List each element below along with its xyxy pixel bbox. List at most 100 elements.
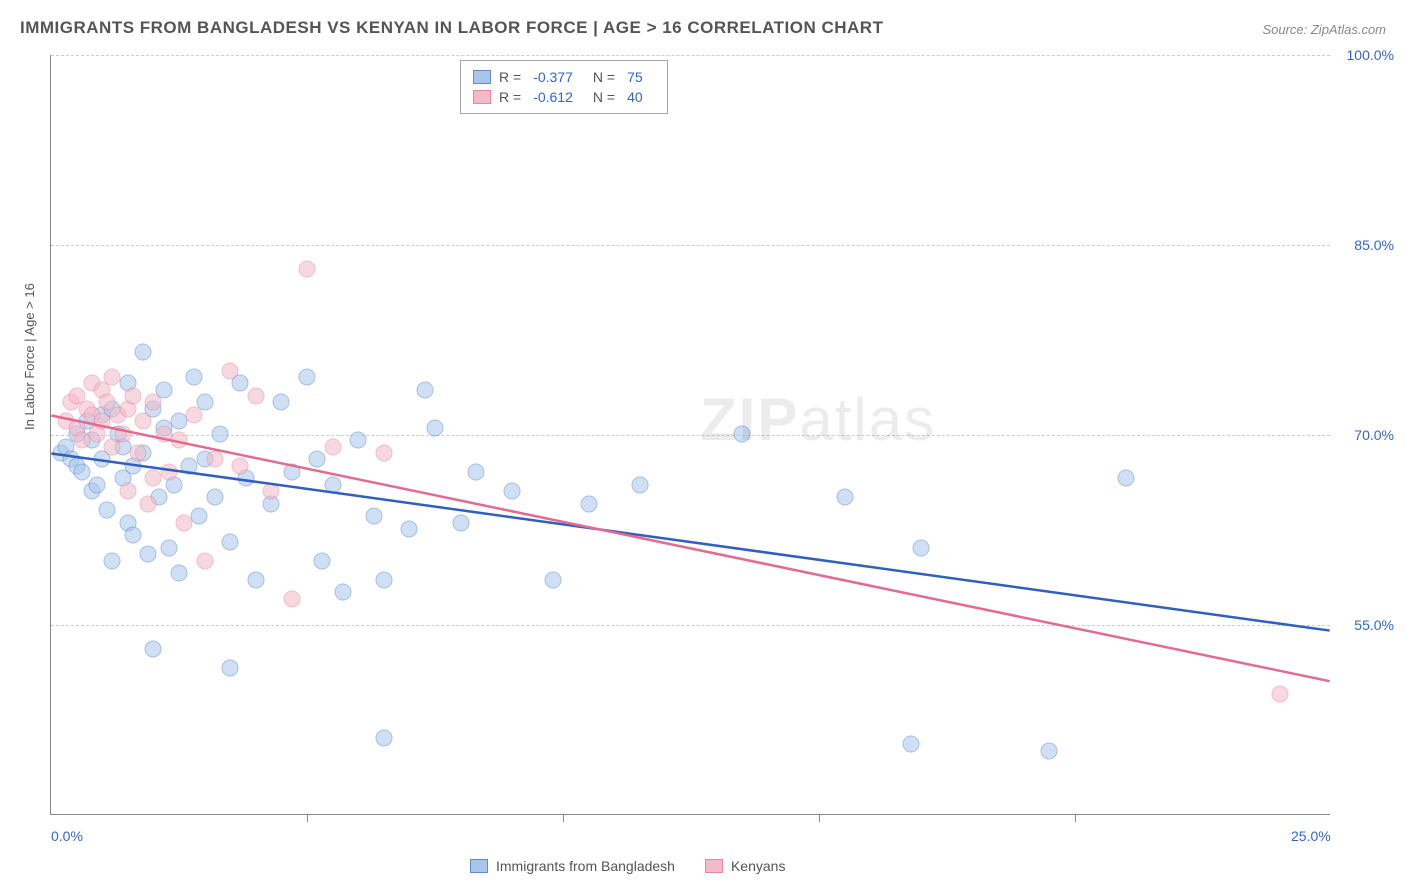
data-point (206, 451, 223, 468)
data-point (176, 514, 193, 531)
gridline (51, 245, 1330, 246)
x-tick-label: 25.0% (1291, 828, 1331, 844)
legend-swatch (705, 859, 723, 873)
data-point (99, 502, 116, 519)
data-point (196, 552, 213, 569)
data-point (365, 508, 382, 525)
data-point (171, 565, 188, 582)
data-point (299, 369, 316, 386)
data-point (171, 432, 188, 449)
data-point (416, 381, 433, 398)
data-point (124, 388, 141, 405)
legend-swatch (470, 859, 488, 873)
data-point (191, 508, 208, 525)
y-tick-label: 85.0% (1354, 237, 1394, 253)
data-point (580, 495, 597, 512)
x-tick-label: 0.0% (51, 828, 83, 844)
legend-label: Kenyans (731, 858, 785, 874)
data-point (913, 540, 930, 557)
legend-row: R = -0.377 N = 75 (473, 67, 655, 87)
legend-swatch (473, 70, 491, 84)
legend-item: Kenyans (705, 858, 785, 874)
data-point (263, 483, 280, 500)
data-point (324, 438, 341, 455)
source-attribution: Source: ZipAtlas.com (1262, 22, 1386, 37)
watermark: ZIPatlas (700, 385, 936, 454)
legend-swatch (473, 90, 491, 104)
n-value: 75 (627, 69, 643, 85)
x-tick-mark (563, 814, 564, 822)
legend-label: Immigrants from Bangladesh (496, 858, 675, 874)
data-point (427, 419, 444, 436)
data-point (283, 464, 300, 481)
data-point (130, 445, 147, 462)
data-point (247, 571, 264, 588)
data-point (135, 413, 152, 430)
n-value: 40 (627, 89, 643, 105)
data-point (836, 489, 853, 506)
data-point (1271, 685, 1288, 702)
data-point (903, 736, 920, 753)
data-point (314, 552, 331, 569)
data-point (119, 483, 136, 500)
data-point (503, 483, 520, 500)
gridline (51, 435, 1330, 436)
data-point (452, 514, 469, 531)
data-point (89, 476, 106, 493)
data-point (1118, 470, 1135, 487)
r-value: -0.612 (533, 89, 573, 105)
correlation-legend: R =-0.377N =75R =-0.612N =40 (460, 60, 668, 114)
data-point (247, 388, 264, 405)
data-point (350, 432, 367, 449)
data-point (375, 571, 392, 588)
data-point (544, 571, 561, 588)
data-point (273, 394, 290, 411)
data-point (211, 426, 228, 443)
data-point (467, 464, 484, 481)
data-point (140, 546, 157, 563)
r-value: -0.377 (533, 69, 573, 85)
data-point (334, 584, 351, 601)
data-point (1041, 742, 1058, 759)
data-point (309, 451, 326, 468)
data-point (145, 394, 162, 411)
data-point (73, 464, 90, 481)
data-point (114, 426, 131, 443)
data-point (299, 261, 316, 278)
chart-title: IMMIGRANTS FROM BANGLADESH VS KENYAN IN … (20, 18, 883, 38)
data-point (104, 552, 121, 569)
data-point (186, 369, 203, 386)
data-point (160, 540, 177, 557)
x-tick-mark (1075, 814, 1076, 822)
gridline (51, 625, 1330, 626)
data-point (375, 730, 392, 747)
data-point (283, 590, 300, 607)
x-tick-mark (307, 814, 308, 822)
data-point (135, 343, 152, 360)
x-tick-mark (819, 814, 820, 822)
scatter-plot-area: 55.0%70.0%85.0%100.0%0.0%25.0% (50, 55, 1330, 815)
y-tick-label: 70.0% (1354, 427, 1394, 443)
data-point (631, 476, 648, 493)
data-point (375, 445, 392, 462)
data-point (186, 407, 203, 424)
r-label: R = (499, 89, 521, 105)
data-point (145, 641, 162, 658)
data-point (206, 489, 223, 506)
data-point (222, 533, 239, 550)
legend-row: R =-0.612N =40 (473, 87, 655, 107)
y-tick-label: 100.0% (1347, 47, 1394, 63)
r-label: R = (499, 69, 521, 85)
series-legend: Immigrants from Bangladesh Kenyans (470, 858, 785, 874)
data-point (324, 476, 341, 493)
y-tick-label: 55.0% (1354, 617, 1394, 633)
trend-line (51, 416, 1329, 682)
gridline (51, 55, 1330, 56)
data-point (160, 464, 177, 481)
data-point (124, 527, 141, 544)
data-point (222, 362, 239, 379)
data-point (104, 369, 121, 386)
data-point (401, 521, 418, 538)
n-label: N = (593, 69, 615, 85)
data-point (222, 660, 239, 677)
